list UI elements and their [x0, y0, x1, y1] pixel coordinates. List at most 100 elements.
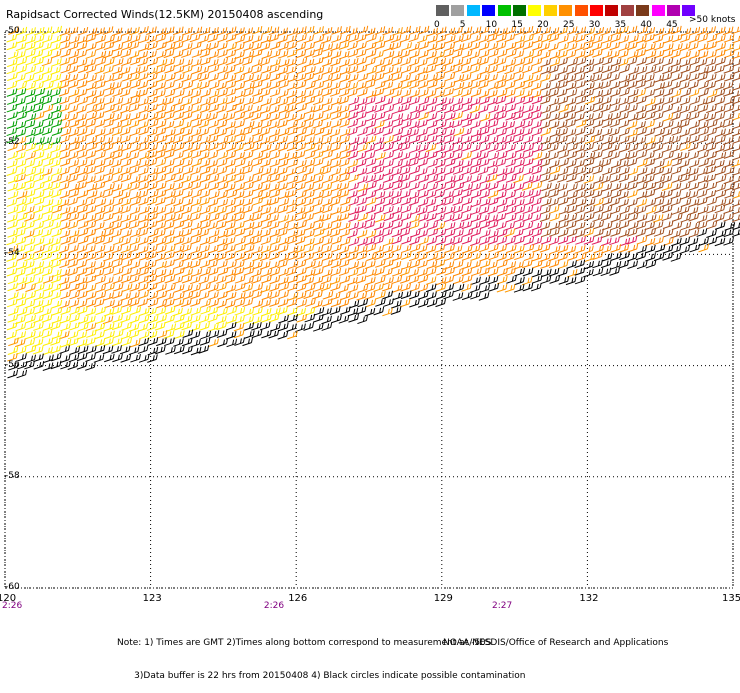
wind-barb — [296, 165, 308, 175]
wind-barb — [724, 222, 736, 231]
wind-barb — [103, 337, 114, 347]
wind-barb — [531, 181, 543, 191]
wind-barb — [217, 190, 228, 200]
wind-barb — [470, 221, 481, 230]
wind-barb — [523, 243, 535, 253]
wind-barb — [199, 337, 211, 346]
wind-barb — [94, 119, 106, 128]
wind-barb — [471, 128, 482, 138]
wind-barb — [619, 88, 630, 97]
wind-barb — [287, 73, 299, 83]
wind-barb — [409, 96, 420, 106]
wind-barb — [505, 25, 517, 35]
wind-barb — [172, 182, 184, 191]
wind-barb — [269, 64, 280, 74]
wind-barb — [627, 260, 639, 270]
wind-barb — [321, 322, 333, 331]
wind-barb — [392, 143, 403, 152]
wind-barb — [59, 121, 71, 130]
wind-barb — [41, 251, 53, 261]
wind-barb — [348, 103, 360, 113]
wind-barb — [7, 72, 18, 81]
wind-barb — [67, 206, 79, 215]
wind-barb — [154, 322, 166, 331]
wind-barb — [626, 150, 638, 160]
wind-barb — [723, 228, 735, 238]
wind-barb — [556, 120, 568, 130]
wind-barb — [199, 189, 211, 199]
wind-barb — [111, 306, 123, 315]
wind-barb — [365, 243, 377, 253]
wind-barb — [128, 329, 140, 339]
wind-barb — [242, 337, 253, 347]
wind-barb — [469, 104, 481, 114]
wind-barb — [558, 34, 569, 44]
wind-barb — [174, 89, 185, 98]
wind-barb — [261, 34, 272, 44]
wind-barb — [539, 213, 551, 222]
wind-barb — [356, 41, 367, 51]
wind-barb — [723, 205, 734, 214]
wind-barb — [627, 181, 638, 191]
wind-barb — [391, 197, 402, 206]
wind-barb — [609, 80, 621, 90]
wind-barb — [200, 174, 211, 183]
wind-barb — [434, 89, 446, 99]
wind-barb — [277, 159, 289, 168]
wind-barb — [42, 283, 54, 292]
wind-barb — [514, 89, 525, 98]
wind-barb — [382, 26, 393, 36]
wind-barb — [155, 221, 167, 231]
wind-barb — [268, 313, 280, 323]
wind-barb — [662, 252, 674, 261]
wind-barb — [16, 105, 28, 114]
wind-barb — [76, 198, 88, 208]
wind-barb — [42, 322, 54, 331]
wind-barb — [478, 49, 490, 59]
wind-barb — [104, 182, 115, 192]
wind-barb — [366, 112, 377, 122]
wind-barb — [147, 89, 158, 98]
wind-barb — [234, 298, 246, 308]
wind-barb — [399, 136, 411, 146]
wind-barb — [435, 65, 447, 74]
wind-barb — [93, 354, 105, 363]
wind-barb — [295, 259, 307, 269]
wind-barb — [383, 151, 395, 160]
wind-barb — [287, 126, 298, 136]
wind-barb — [60, 174, 72, 184]
wind-barb — [138, 181, 150, 191]
wind-barb — [50, 259, 62, 269]
wind-barb — [330, 50, 342, 60]
wind-barb — [462, 183, 474, 192]
wind-barb — [199, 182, 210, 192]
wind-barb — [382, 74, 394, 83]
wind-barb — [138, 354, 150, 363]
wind-barb — [714, 159, 725, 169]
wind-barb — [156, 330, 168, 339]
wind-barb — [191, 205, 202, 215]
wind-barb — [51, 189, 62, 198]
wind-barb — [731, 183, 740, 191]
wind-barb — [592, 251, 604, 261]
wind-barb — [478, 42, 490, 51]
wind-barb — [436, 104, 447, 113]
wind-barb — [305, 142, 316, 152]
wind-barb — [85, 337, 96, 346]
wind-barb — [584, 35, 596, 44]
wind-barb — [479, 267, 490, 276]
wind-barb — [410, 243, 421, 253]
wind-barb — [320, 35, 332, 44]
wind-barb — [331, 182, 342, 192]
wind-barb — [69, 275, 80, 284]
wind-barb — [575, 119, 587, 128]
wind-barb — [129, 251, 141, 261]
wind-barb — [706, 50, 717, 59]
wind-barb — [539, 190, 550, 200]
wind-barb — [627, 113, 639, 122]
wind-barb — [163, 292, 175, 301]
wind-barb — [24, 189, 36, 198]
wind-barb — [575, 96, 587, 105]
wind-barb — [540, 105, 552, 115]
wind-barb — [392, 113, 404, 122]
